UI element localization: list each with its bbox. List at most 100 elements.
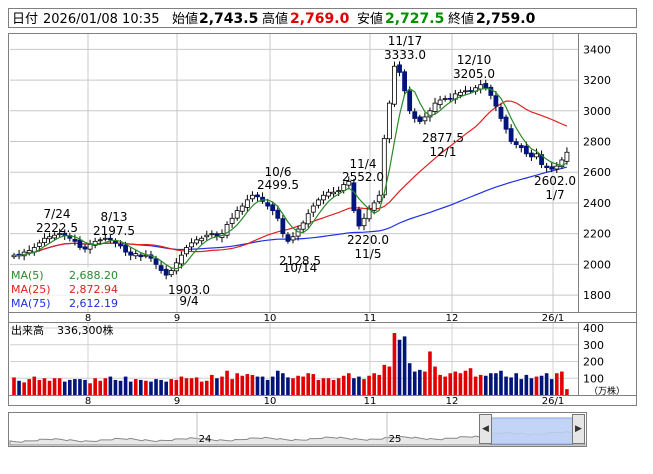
candle-body xyxy=(331,191,336,195)
volume-bar xyxy=(377,374,382,395)
candle-body xyxy=(138,254,144,258)
candle-body xyxy=(432,102,438,112)
volume-bar xyxy=(321,378,326,395)
candle-body xyxy=(265,202,271,207)
annotation-date: 9/4 xyxy=(179,294,198,308)
volume-bar xyxy=(382,364,387,395)
volume-bar xyxy=(341,375,346,395)
candle-body xyxy=(376,194,382,203)
volume-bar xyxy=(504,376,508,395)
candle-body xyxy=(133,253,139,257)
candle-body xyxy=(77,239,83,248)
annotation-value: 2222.5 xyxy=(36,221,78,235)
annotation-value: 3333.0 xyxy=(384,48,426,62)
volume-bar xyxy=(204,380,209,395)
volume-bar xyxy=(189,378,194,395)
candle-body xyxy=(72,238,78,242)
candle-body xyxy=(285,234,291,242)
price-y-tick-label: 3200 xyxy=(583,74,611,87)
volume-bar xyxy=(316,379,321,395)
candle-body xyxy=(92,240,98,246)
volume-bar xyxy=(12,377,16,395)
volume-bar xyxy=(174,379,179,395)
price-y-tick-label: 1800 xyxy=(583,289,611,302)
navigator-right-handle[interactable]: ▶ xyxy=(572,414,585,444)
volume-x-axis: 8 9 10 11 12 26/1 xyxy=(85,396,564,407)
legend-ma75-name: MA(75) xyxy=(11,297,51,310)
candle-body xyxy=(412,111,418,119)
overview-x-axis: 24 25 xyxy=(196,413,401,446)
candle-body xyxy=(336,190,342,193)
price-x-tick-label: 26/1 xyxy=(542,313,564,324)
candle-body xyxy=(250,194,255,200)
candle-body xyxy=(315,199,321,206)
volume-bar xyxy=(133,379,138,395)
close-label: 終値 xyxy=(448,11,474,27)
volume-bar xyxy=(463,370,468,395)
candle-body xyxy=(168,270,174,276)
candle-body xyxy=(523,145,529,155)
volume-bar xyxy=(519,379,524,395)
candle-body xyxy=(310,205,316,213)
volume-bar xyxy=(57,378,62,395)
volume-bar xyxy=(22,382,26,395)
volume-bar xyxy=(544,373,549,395)
candle-body xyxy=(559,159,565,168)
candle-body xyxy=(234,210,240,219)
volume-bar xyxy=(362,379,366,395)
candle-body xyxy=(194,239,200,244)
volume-bar xyxy=(194,377,199,395)
candle-body xyxy=(417,116,423,122)
volume-bar xyxy=(357,376,361,395)
candle-body xyxy=(280,218,286,235)
volume-bar xyxy=(286,377,290,395)
volume-bar xyxy=(433,366,437,395)
volume-bar xyxy=(352,378,356,395)
annotation-date: 12/1 xyxy=(430,145,457,159)
volume-bar xyxy=(499,370,503,395)
volume-bar xyxy=(539,375,544,395)
candle-body xyxy=(544,165,550,169)
navigator-left-handle[interactable]: ◀ xyxy=(479,414,492,444)
annotation-date: 7/24 xyxy=(44,207,71,221)
volume-bar xyxy=(68,379,72,395)
volume-bar xyxy=(565,389,569,395)
candle-body xyxy=(508,128,514,142)
candle-body xyxy=(128,251,134,256)
volume-bar xyxy=(311,374,316,395)
candle-body xyxy=(554,165,560,170)
volume-bar xyxy=(245,374,250,395)
volume-bar xyxy=(494,373,498,395)
volume-bar xyxy=(128,381,133,395)
annotation-value: 2877.5 xyxy=(422,131,464,145)
volume-bar xyxy=(428,351,432,395)
candle-body xyxy=(239,205,245,212)
volume-bar xyxy=(296,375,300,395)
candle-body xyxy=(392,65,397,105)
volume-bar xyxy=(73,379,77,395)
candle-body xyxy=(97,239,103,242)
candle-body xyxy=(371,202,377,211)
volume-y-tick-label: 400 xyxy=(583,322,604,335)
candle-body xyxy=(123,244,128,253)
volume-bar xyxy=(250,374,255,395)
volume-bar xyxy=(113,379,118,395)
annotation-date: 11/5 xyxy=(355,247,382,261)
volume-bar xyxy=(524,374,529,395)
volume-bar xyxy=(98,380,103,395)
ma25-line-group xyxy=(13,100,568,257)
overview-selection-window[interactable] xyxy=(489,417,574,445)
volume-bar xyxy=(78,379,82,395)
volume-bar xyxy=(367,375,371,395)
volume-bar xyxy=(489,373,493,395)
candle-body xyxy=(549,166,555,170)
high-label: 高値 xyxy=(262,11,288,27)
candle-body xyxy=(270,204,276,212)
volume-unit: （万株） xyxy=(589,385,625,397)
price-y-tick-label: 3000 xyxy=(583,105,611,118)
volume-x-tick-label: 12 xyxy=(446,396,459,407)
volume-bar xyxy=(62,381,67,395)
price-x-tick-label: 11 xyxy=(364,313,377,324)
candle-body xyxy=(463,90,468,93)
volume-bar xyxy=(473,376,478,395)
